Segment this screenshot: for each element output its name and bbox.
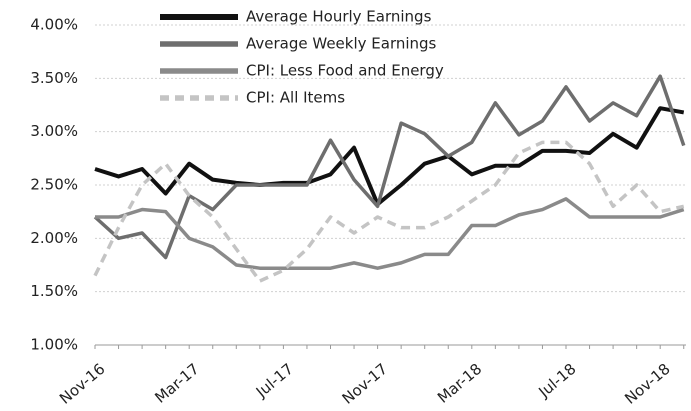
series-line <box>94 106 685 207</box>
legend-label: CPI: All Items <box>246 89 345 107</box>
x-tick-label: Mar-18 <box>434 360 485 407</box>
y-tick-label: 1.50% <box>30 282 78 300</box>
y-tick-label: 2.50% <box>30 176 78 194</box>
legend-label: Average Hourly Earnings <box>246 8 432 26</box>
x-tick-label: Nov-16 <box>56 360 108 408</box>
series-line <box>95 197 685 270</box>
x-tick-label: Mar-17 <box>151 360 202 407</box>
x-tick-label: Nov-17 <box>339 360 391 408</box>
y-tick-label: 2.00% <box>30 229 78 247</box>
x-tick-label: Jul-18 <box>534 360 579 402</box>
y-tick-label: 1.00% <box>30 336 78 354</box>
legend-label: CPI: Less Food and Energy <box>246 62 444 80</box>
y-tick-label: 3.50% <box>30 69 78 87</box>
series-line <box>93 140 685 283</box>
y-tick-label: 4.00% <box>30 16 78 34</box>
x-tick-label: Nov-18 <box>621 360 673 408</box>
series-line <box>93 74 686 260</box>
y-tick-label: 3.00% <box>30 122 78 140</box>
x-tick-label: Jul-17 <box>252 360 297 402</box>
legend-label: Average Weekly Earnings <box>246 35 437 53</box>
